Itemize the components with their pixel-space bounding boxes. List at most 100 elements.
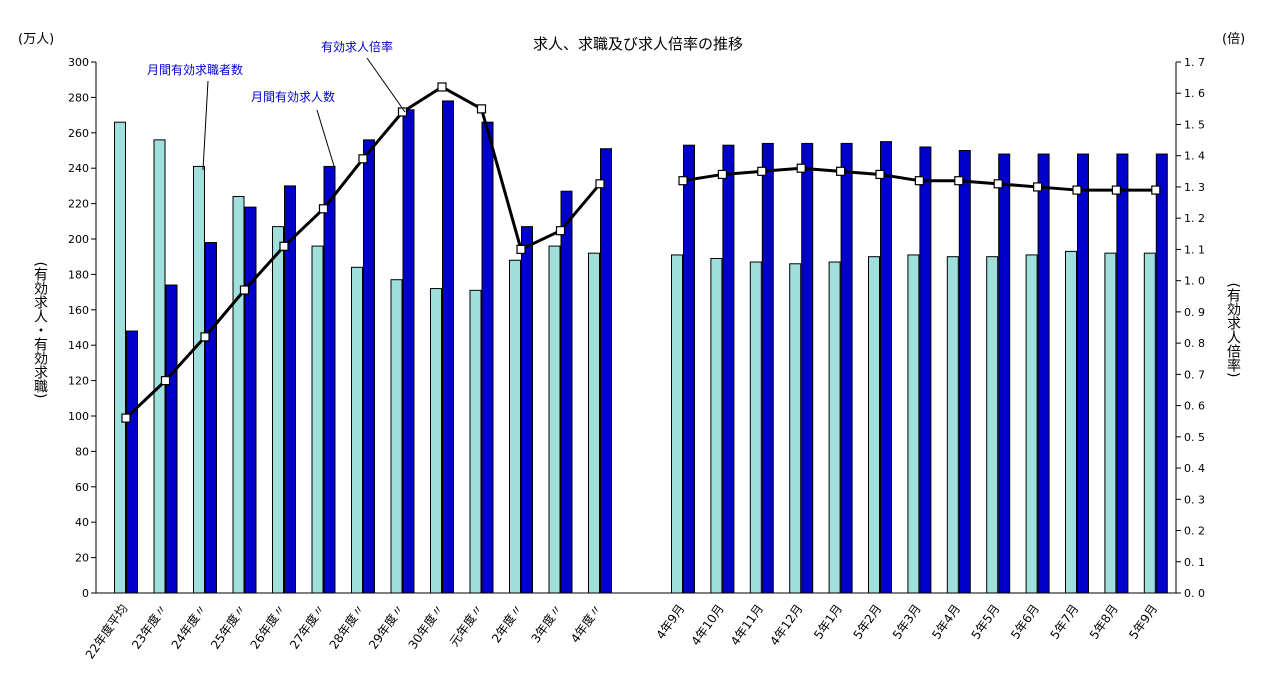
bar-jobseekers xyxy=(946,256,959,594)
bar-openings xyxy=(244,206,257,594)
bar-openings xyxy=(323,165,336,594)
left-axis-tick-label: 40 xyxy=(75,516,89,529)
bar-openings xyxy=(481,121,494,594)
bar-openings xyxy=(1077,153,1089,594)
right-axis-tick-label: 1. 2 xyxy=(1184,212,1205,225)
right-axis-tick-label: 1. 1 xyxy=(1184,243,1205,256)
left-unit-label: (万人) xyxy=(18,32,54,47)
right-axis-tick-label: 0. 3 xyxy=(1184,493,1205,506)
right-axis-tick-label: 1. 3 xyxy=(1184,181,1205,194)
ratio-point xyxy=(717,169,728,180)
ratio-point xyxy=(1111,185,1122,195)
ratio-point xyxy=(437,82,447,92)
annotations: 月間有効求職者数 月間有効求人数 有効求人倍率 xyxy=(147,39,406,171)
ratio-point xyxy=(757,166,767,176)
left-axis-tick-label: 160 xyxy=(68,304,89,317)
ratio-point xyxy=(279,241,289,251)
annotation-ratio: 有効求人倍率 xyxy=(321,39,393,54)
bar-openings xyxy=(165,284,178,594)
ratio-point xyxy=(516,244,526,255)
ratio-point xyxy=(954,176,964,186)
bar-openings xyxy=(442,100,454,594)
bar-jobseekers xyxy=(1025,254,1038,594)
bar-jobseekers xyxy=(1065,250,1077,594)
bar-openings xyxy=(683,144,695,594)
right-axis-tick-label: 0. 5 xyxy=(1184,431,1205,444)
right-axis-tick-label: 1. 4 xyxy=(1184,150,1205,163)
bar-jobseekers xyxy=(1143,252,1156,594)
bar-openings xyxy=(1037,153,1050,594)
left-axis-tick-label: 280 xyxy=(68,91,89,104)
ratio-point xyxy=(121,413,131,423)
bar-jobseekers xyxy=(671,254,683,594)
bar-jobseekers xyxy=(232,196,245,594)
bar-jobseekers xyxy=(1104,252,1117,594)
ratio-point xyxy=(318,204,329,214)
ratio-point xyxy=(914,176,925,186)
left-axis-tick-label: 80 xyxy=(75,445,89,458)
ratio-point xyxy=(239,285,250,295)
bar-openings xyxy=(919,146,932,594)
right-axis-tick-label: 0. 8 xyxy=(1184,337,1205,350)
bar-openings xyxy=(521,226,533,594)
right-axis-tick-label: 0. 0 xyxy=(1184,587,1205,600)
ratio-point xyxy=(358,154,368,164)
right-axis-tick-label: 1. 7 xyxy=(1184,56,1205,69)
bar-jobseekers xyxy=(588,252,600,594)
line-layer xyxy=(121,82,1161,423)
ratio-point xyxy=(835,166,846,176)
right-axis-tick-label: 1. 6 xyxy=(1184,87,1205,100)
ratio-point xyxy=(160,376,171,386)
bar-openings xyxy=(126,330,138,594)
ratio-point xyxy=(1032,182,1043,192)
bar-openings xyxy=(363,139,375,594)
bar-jobseekers xyxy=(710,257,723,594)
ratio-point xyxy=(595,179,605,189)
bar-jobseekers xyxy=(430,288,442,594)
bar-openings xyxy=(560,190,573,594)
left-axis-tick-label: 20 xyxy=(75,552,89,565)
bar-jobseekers xyxy=(311,245,324,594)
ratio-point xyxy=(476,104,487,114)
bar-openings xyxy=(998,153,1011,594)
bar-openings xyxy=(722,144,735,594)
ratio-point xyxy=(200,332,210,342)
right-axis-tick-label: 0. 1 xyxy=(1184,556,1205,569)
left-axis-tick-label: 60 xyxy=(75,481,89,494)
left-axis-tick-label: 0 xyxy=(82,587,89,600)
bar-jobseekers xyxy=(193,165,205,594)
annotation-jobseekers: 月間有効求職者数 xyxy=(147,62,243,77)
left-axis-tick-label: 300 xyxy=(68,56,89,69)
ratio-point xyxy=(993,179,1003,189)
right-axis-tick-label: 0. 6 xyxy=(1184,400,1205,413)
bar-jobseekers xyxy=(907,254,920,594)
left-axis-ticks: 0 20 40 60 80 100 120 140 160 180 200 220 240 260 280 3… xyxy=(68,56,96,600)
ratio-point xyxy=(875,169,885,180)
right-axis-tick-label: 0. 7 xyxy=(1184,368,1205,381)
left-axis-tick-label: 180 xyxy=(68,268,89,281)
annotation-openings-leader xyxy=(316,109,335,167)
bar-jobseekers xyxy=(114,121,126,594)
bar-openings xyxy=(761,142,774,594)
right-axis-tick-label: 0. 9 xyxy=(1184,306,1205,319)
annotation-jobseekers-leader xyxy=(202,80,209,171)
ratio-point xyxy=(555,226,566,236)
right-axis-tick-label: 1. 0 xyxy=(1184,275,1205,288)
bar-openings xyxy=(1116,153,1129,594)
bar-jobseekers xyxy=(749,261,762,594)
left-axis-tick-label: 140 xyxy=(68,339,89,352)
bar-jobseekers xyxy=(548,245,561,594)
bar-jobseekers xyxy=(986,256,999,594)
bar-openings xyxy=(840,142,853,594)
right-axis-tick-label: 0. 4 xyxy=(1184,462,1205,475)
bar-jobseekers xyxy=(153,139,166,594)
bar-jobseekers xyxy=(509,259,521,594)
right-axis-tick-label: 0. 2 xyxy=(1184,525,1205,538)
left-axis-tick-label: 100 xyxy=(68,410,89,423)
chart-title: 求人、求職及び求人倍率の推移 xyxy=(533,35,743,53)
ratio-point xyxy=(1072,185,1082,195)
left-axis-tick-label: 120 xyxy=(68,375,89,388)
bar-jobseekers xyxy=(868,256,880,594)
